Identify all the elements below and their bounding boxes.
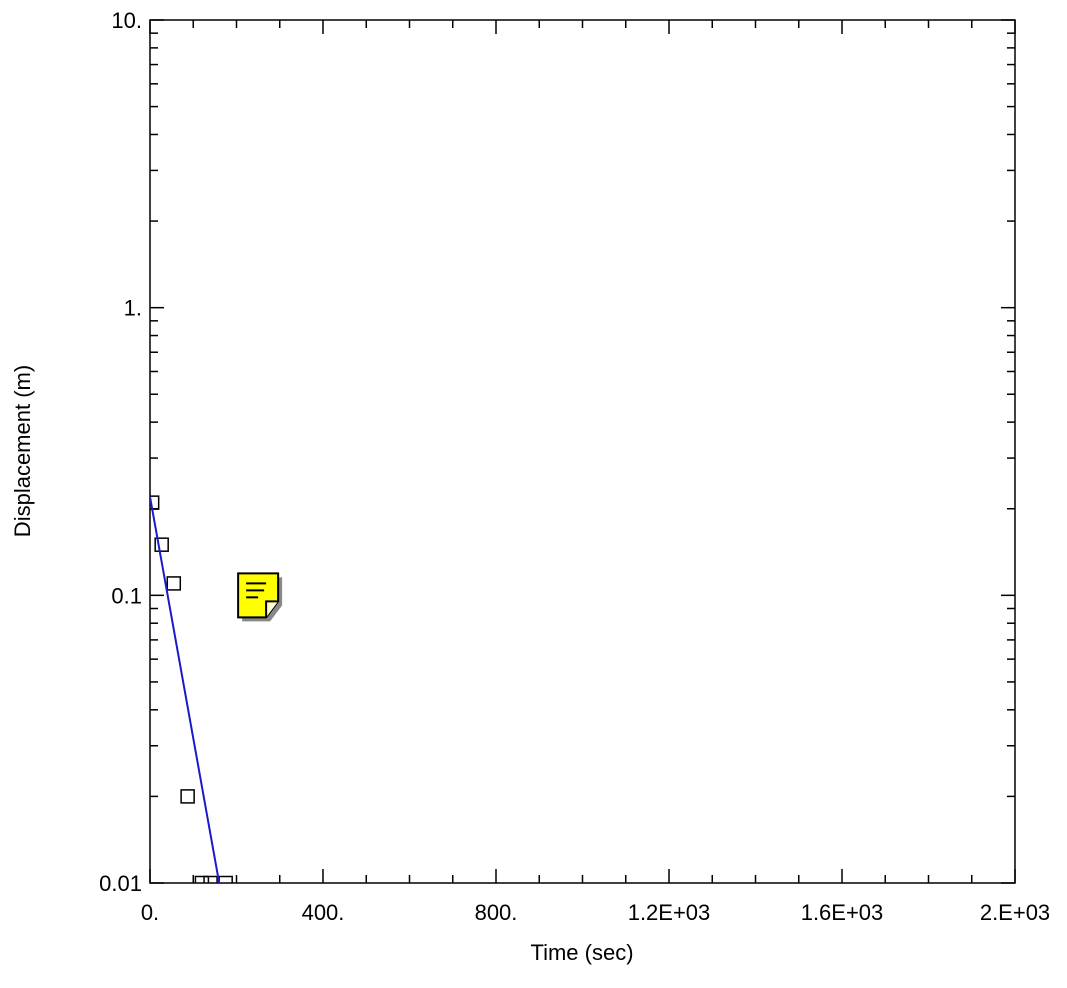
x-tick-label: 1.2E+03 — [628, 900, 711, 925]
note-icon-body — [237, 572, 280, 619]
y-tick-label: 0.1 — [111, 583, 142, 608]
x-axis-tick-labels: 0. 400. 800. 1.2E+03 1.6E+03 2.E+03 — [141, 900, 1050, 925]
data-point — [166, 576, 182, 591]
note-icon-fold — [265, 600, 279, 618]
y-tick-label: 0.01 — [99, 871, 142, 896]
data-point — [194, 875, 210, 883]
y-tick-label: 10. — [111, 8, 142, 33]
x-tick-label: 400. — [302, 900, 345, 925]
y-axis-title: Displacement (m) — [10, 365, 35, 537]
x-axis-ticks — [149, 20, 1016, 883]
fit-line — [150, 496, 221, 883]
x-tick-label: 2.E+03 — [980, 900, 1050, 925]
series-layer — [150, 495, 233, 883]
x-tick-label: 800. — [475, 900, 518, 925]
note-icon[interactable] — [237, 572, 283, 622]
y-tick-label: 1. — [124, 296, 142, 321]
x-axis-title: Time (sec) — [530, 940, 633, 965]
x-tick-label: 0. — [141, 900, 159, 925]
data-point — [180, 789, 195, 804]
x-tick-label: 1.6E+03 — [801, 900, 884, 925]
data-point — [218, 875, 233, 883]
data-point — [154, 537, 169, 552]
icon-layer[interactable] — [237, 572, 283, 622]
y-axis-ticks — [150, 19, 1015, 884]
y-axis-tick-labels: 0.01 0.1 1. 10. — [99, 8, 142, 896]
data-point — [203, 875, 218, 883]
plot-frame — [149, 19, 1016, 884]
